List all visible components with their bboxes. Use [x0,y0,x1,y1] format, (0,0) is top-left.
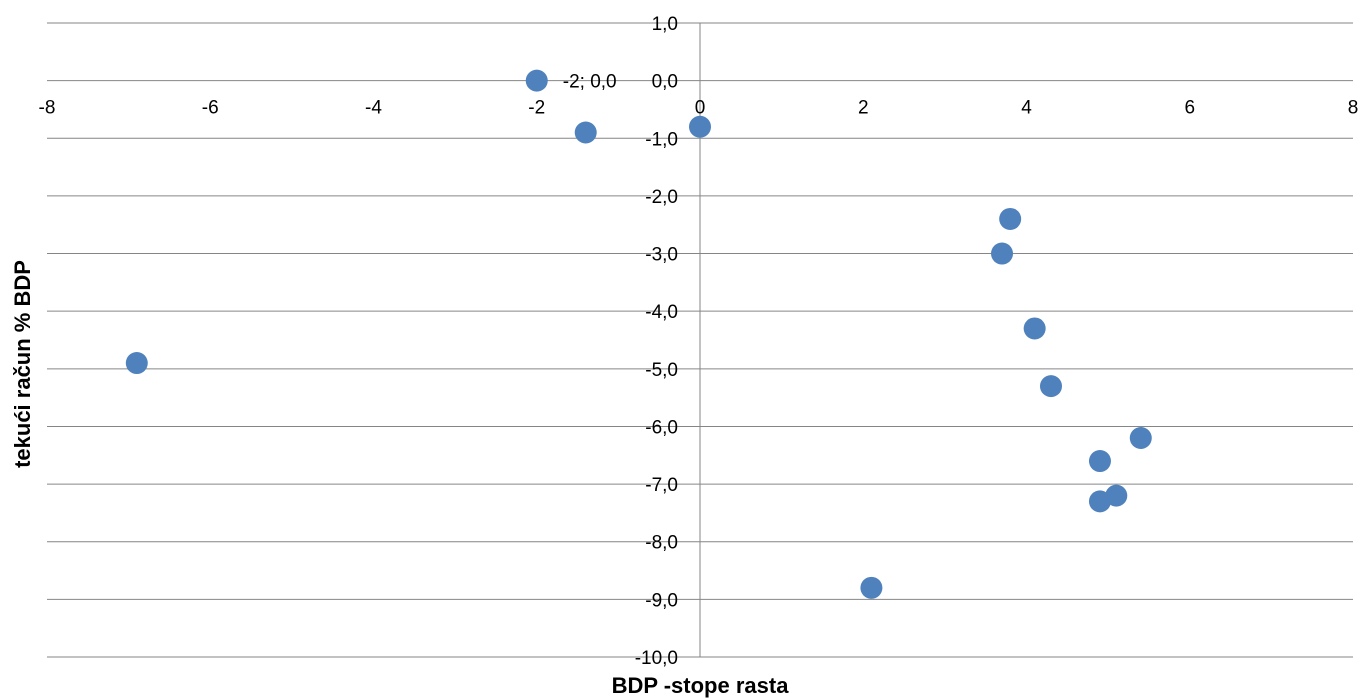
y-tick-label: -2,0 [645,187,678,208]
data-point [1129,426,1152,449]
data-point [991,242,1014,265]
x-axis-title: BDP -stope rasta [612,673,790,698]
x-tick-label: 2 [858,98,869,119]
y-tick-label: -1,0 [645,129,678,150]
y-axis-title: tekući račun % BDP [10,260,35,468]
y-tick-label: 1,0 [652,14,678,35]
x-tick-label: -2 [528,98,545,119]
data-point [689,115,711,138]
data-point [1088,490,1111,513]
y-tick-label: -6,0 [645,417,678,438]
y-tick-label: -5,0 [645,360,678,381]
x-tick-label: 0 [695,98,706,119]
y-tick-label: 0,0 [652,72,678,93]
y-tick-label: -9,0 [645,590,678,611]
x-tick-label: 6 [1184,98,1195,119]
data-label: -2; 0,0 [563,72,617,93]
data-labels: -2; 0,0 [563,72,617,93]
y-tick-label: -10,0 [635,648,678,669]
x-tick-label: -4 [365,98,382,119]
x-tick-label: 4 [1021,98,1032,119]
x-tick-label: -8 [39,98,56,119]
y-tick-labels: 1,0 0,0 -1,0 -2,0 -3,0 -4,0 -5,0 -6,0 -7,0 -8,0 -9… [635,14,678,669]
y-tick-label: -8,0 [645,533,678,554]
data-points [125,69,1152,599]
x-tick-labels: -8 -6 -4 -2 0 2 4 6 8 [39,98,1359,119]
y-tick-label: -7,0 [645,475,678,496]
data-point [1039,375,1062,398]
data-point [1088,450,1111,473]
data-point [525,69,548,92]
data-point [1023,317,1046,340]
x-tick-label: -6 [202,98,219,119]
data-point [860,576,883,599]
data-point [125,352,148,375]
x-tick-label: 8 [1348,98,1359,119]
y-tick-label: -4,0 [645,302,678,323]
data-point [999,207,1022,230]
data-point [574,121,597,144]
y-tick-label: -3,0 [645,245,678,266]
